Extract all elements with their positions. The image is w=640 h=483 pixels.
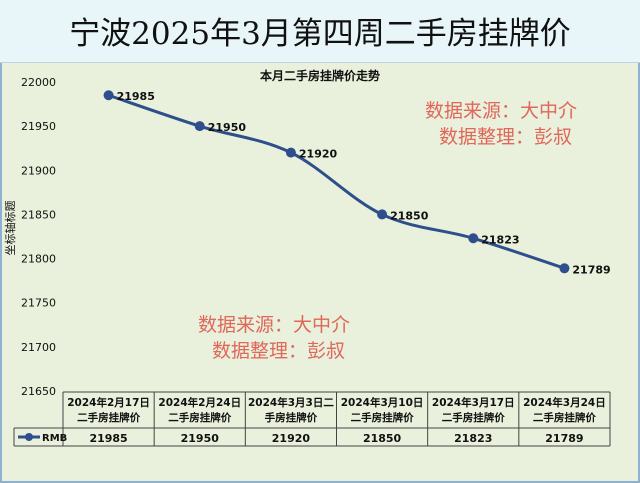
- x-category-label: 2024年3月17日: [432, 396, 515, 409]
- page-title: 宁波2025年3月第四周二手房挂牌价: [69, 16, 571, 52]
- legend-label: RMB: [42, 433, 67, 444]
- data-label: 21950: [208, 121, 247, 134]
- x-category-label: 2024年2月17日: [67, 396, 150, 409]
- table-value: 21920: [272, 432, 311, 445]
- data-label: 21920: [299, 148, 338, 161]
- x-category-label: 二手房挂牌价: [533, 411, 596, 424]
- table-value: 21985: [89, 432, 127, 445]
- data-label: 21823: [481, 233, 519, 246]
- chart-title: 本月二手房挂牌价走势: [260, 68, 380, 83]
- y-axis-title: 坐标轴标题: [3, 201, 17, 256]
- x-category-label: 2024年3月10日: [341, 396, 424, 409]
- y-tick-label: 21900: [21, 164, 56, 177]
- series-line-rmb: [108, 93, 565, 270]
- x-category-label: 手房挂牌价: [265, 411, 318, 424]
- data-point: [377, 209, 388, 220]
- y-tick-label: 22000: [21, 76, 56, 89]
- watermark-line: 数据来源：大中介: [425, 100, 578, 122]
- table-value: 21850: [363, 432, 402, 445]
- table-value: 21789: [545, 432, 583, 445]
- x-category-label: 2024年3月3日二: [248, 396, 334, 409]
- x-category-label: 二手房挂牌价: [442, 411, 505, 424]
- data-label: 21850: [390, 209, 429, 222]
- title-banner: 宁波2025年3月第四周二手房挂牌价: [0, 0, 640, 63]
- data-point: [468, 233, 479, 244]
- watermark-bottom: 数据来源：大中介 数据整理：彭叔: [198, 312, 350, 364]
- x-category-label: 二手房挂牌价: [77, 411, 140, 424]
- data-point: [285, 147, 296, 158]
- data-point: [559, 263, 570, 274]
- legend-marker: [25, 433, 33, 441]
- x-category-label: 二手房挂牌价: [168, 411, 231, 424]
- y-tick-label: 21700: [21, 341, 56, 354]
- x-category-label: 2024年3月24日: [523, 396, 606, 409]
- data-label: 21985: [117, 90, 155, 103]
- watermark-line: 数据整理：彭叔: [439, 126, 573, 148]
- y-tick-label: 21750: [21, 297, 56, 310]
- data-label: 21789: [572, 263, 610, 276]
- watermark-line: 数据来源：大中介: [198, 314, 351, 336]
- y-tick-label: 21950: [21, 120, 56, 133]
- y-tick-label: 21800: [21, 253, 56, 266]
- table-value: 21950: [181, 432, 220, 445]
- watermark-top: 数据来源：大中介 数据整理：彭叔: [425, 98, 577, 150]
- data-point: [103, 90, 114, 101]
- y-tick-label: 21850: [21, 208, 56, 221]
- x-category-label: 2024年2月24日: [158, 396, 241, 409]
- watermark-line: 数据整理：彭叔: [212, 340, 346, 362]
- data-point: [194, 121, 205, 132]
- y-tick-label: 21650: [21, 385, 56, 398]
- x-category-label: 二手房挂牌价: [351, 411, 414, 424]
- table-value: 21823: [454, 432, 492, 445]
